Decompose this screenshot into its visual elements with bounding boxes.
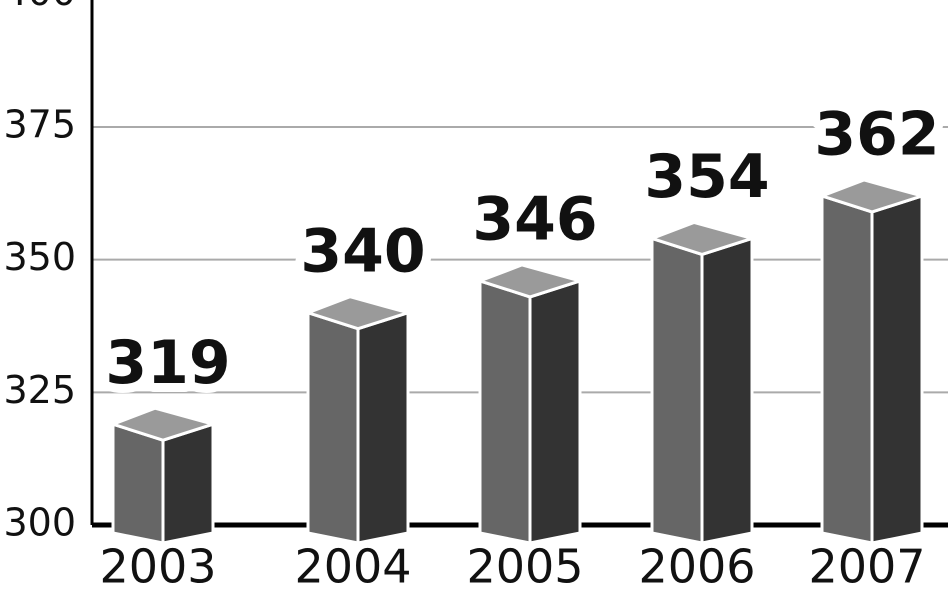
y-tick-label: 400: [3, 0, 76, 14]
bar: [820, 178, 924, 545]
y-tick-label: 350: [3, 235, 76, 279]
bar-top-face: [820, 178, 924, 214]
bar-right-face: [870, 194, 924, 545]
bar-left-face: [306, 311, 360, 545]
bar-left-face: [650, 236, 704, 545]
bar-top-face: [650, 220, 754, 256]
bar-right-face: [700, 236, 754, 545]
bar-right-face: [161, 422, 215, 545]
x-tick-label: 2004: [294, 540, 411, 593]
y-tick-label: 300: [3, 501, 76, 545]
x-tick-label: 2005: [466, 540, 583, 593]
bar: [111, 406, 215, 545]
bar-right-face: [528, 279, 582, 545]
bars: [111, 178, 924, 545]
value-label: 340: [300, 216, 425, 286]
y-tick-label: 325: [3, 368, 76, 412]
bar: [478, 263, 582, 545]
bar: [650, 220, 754, 545]
x-tick-label: 2003: [99, 540, 216, 593]
bar: [306, 295, 410, 545]
value-label: 354: [644, 142, 769, 212]
bar-top-face: [478, 263, 582, 299]
value-label: 346: [472, 184, 597, 254]
value-label: 362: [814, 100, 939, 170]
value-labels: 319 340 346 354 362: [96, 91, 948, 407]
y-tick-label: 375: [3, 103, 76, 147]
bar-top-face: [111, 406, 215, 442]
x-tick-label: 2007: [808, 540, 925, 593]
value-label: 319: [105, 328, 230, 398]
bar-left-face: [111, 422, 165, 545]
bar-right-face: [356, 311, 410, 545]
bar-left-face: [820, 194, 874, 545]
bar-left-face: [478, 279, 532, 545]
bar-top-face: [306, 295, 410, 331]
labels: 300 325 350 375 400 2003 2004 2005 2006 2007: [3, 0, 925, 593]
x-tick-label: 2006: [638, 540, 755, 593]
